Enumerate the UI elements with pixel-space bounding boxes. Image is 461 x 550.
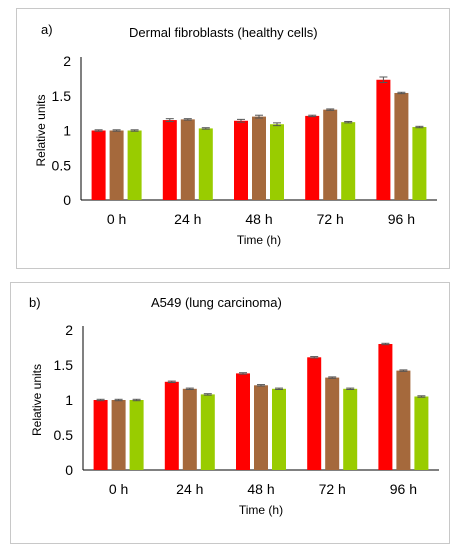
y-tick-label: 1 <box>63 123 71 139</box>
x-axis-title: Time (h) <box>239 503 283 517</box>
x-tick-label: 96 h <box>390 481 417 497</box>
chart-a-svg: 0 0.5 1 1.5 2 0 h 24 h 48 h 72 h 96 h Time (h) Rela… <box>34 53 437 247</box>
y-tick-label: 0.5 <box>54 427 74 443</box>
x-tick-label: 0 h <box>107 211 126 227</box>
bar <box>394 92 409 200</box>
bar <box>254 385 268 470</box>
bar <box>412 127 427 200</box>
bar <box>93 400 108 470</box>
x-tick-label: 0 h <box>109 481 128 497</box>
y-tick-label: 2 <box>63 53 71 69</box>
bar <box>325 377 340 470</box>
x-axis-title: Time (h) <box>237 233 281 247</box>
x-tick-label: 72 h <box>317 211 344 227</box>
bar <box>236 373 250 470</box>
bar <box>376 79 391 200</box>
x-tick-label: 24 h <box>174 211 201 227</box>
y-tick-label: 1.5 <box>54 357 74 373</box>
chart-b-title: A549 (lung carcinoma) <box>151 295 282 310</box>
x-tick-label: 72 h <box>319 481 346 497</box>
bar <box>127 130 142 200</box>
x-tick-label: 24 h <box>176 481 203 497</box>
bar <box>164 381 179 470</box>
x-tick-label: 48 h <box>245 211 272 227</box>
bar <box>272 388 286 470</box>
bar <box>305 115 320 200</box>
bar <box>198 128 213 200</box>
y-axis-title: Relative units <box>30 364 44 436</box>
panel-label-b: b) <box>29 295 41 310</box>
y-tick-label: 2 <box>65 322 73 338</box>
x-tick-label: 96 h <box>388 211 415 227</box>
bar <box>270 124 284 200</box>
y-tick-label: 0.5 <box>52 157 72 173</box>
y-axis-title: Relative units <box>34 94 48 166</box>
bar <box>111 400 126 470</box>
panel-label-a: a) <box>41 22 53 37</box>
bar <box>162 120 177 200</box>
bar <box>396 370 411 470</box>
bar <box>323 109 338 200</box>
bar <box>129 400 144 470</box>
bar <box>341 122 356 200</box>
chart-panel-b: 0 0.5 1 1.5 2 0 h 24 h 48 h 72 h 96 h Time (h) Rela… <box>10 282 450 544</box>
bar <box>307 357 322 470</box>
bar <box>378 344 393 470</box>
chart-panel-a: 0 0.5 1 1.5 2 0 h 24 h 48 h 72 h 96 h Time (h) Rela… <box>16 8 450 269</box>
bar <box>180 119 195 200</box>
chart-b-svg: 0 0.5 1 1.5 2 0 h 24 h 48 h 72 h 96 h Time (h) Rela… <box>30 322 439 517</box>
bar <box>109 130 124 200</box>
bar <box>252 116 266 200</box>
bar <box>234 120 248 200</box>
bar <box>182 388 197 470</box>
x-tick-label: 48 h <box>247 481 274 497</box>
y-tick-label: 1.5 <box>52 88 72 104</box>
y-tick-label: 0 <box>65 462 73 478</box>
bar <box>200 394 215 470</box>
bar <box>343 388 358 470</box>
bar <box>91 130 106 200</box>
bar <box>414 396 429 470</box>
y-tick-label: 1 <box>65 392 73 408</box>
y-tick-label: 0 <box>63 192 71 208</box>
chart-a-title: Dermal fibroblasts (healthy cells) <box>129 25 318 40</box>
